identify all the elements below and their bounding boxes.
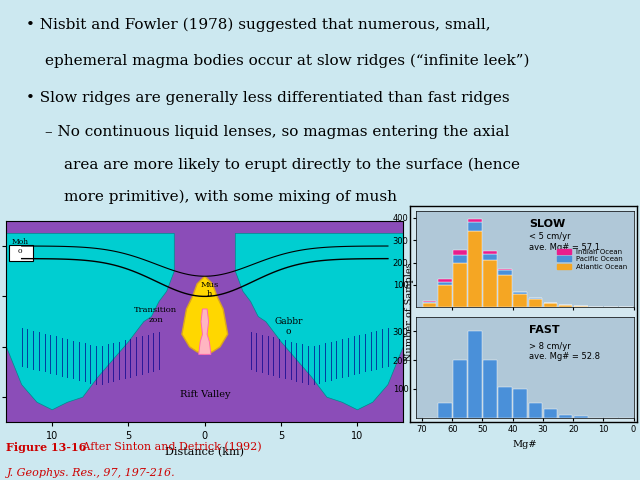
Text: FAST: FAST <box>529 325 560 335</box>
Text: Gabbr
o: Gabbr o <box>275 317 303 336</box>
Legend: Indian Ocean, Pacific Ocean, Atlantic Ocean: Indian Ocean, Pacific Ocean, Atlantic Oc… <box>554 246 630 272</box>
Bar <box>423 300 436 301</box>
Bar <box>468 219 482 222</box>
Bar <box>438 285 451 307</box>
Bar <box>438 279 451 282</box>
Text: • Nisbit and Fowler (1978) suggested that numerous, small,: • Nisbit and Fowler (1978) suggested tha… <box>26 17 490 32</box>
Bar <box>483 360 497 418</box>
Bar <box>468 222 482 231</box>
Polygon shape <box>182 276 228 354</box>
Bar <box>559 305 572 307</box>
Text: ephemeral magma bodies occur at slow ridges (“infinite leek”): ephemeral magma bodies occur at slow rid… <box>45 54 529 68</box>
Text: more primitive), with some mixing of mush: more primitive), with some mixing of mus… <box>64 190 397 204</box>
Text: Mus
h: Mus h <box>200 281 218 299</box>
Bar <box>453 360 467 418</box>
Bar <box>559 415 572 418</box>
Bar <box>453 255 467 263</box>
Bar <box>483 252 497 253</box>
X-axis label: Mg#: Mg# <box>513 440 537 449</box>
Text: area are more likely to erupt directly to the surface (hence: area are more likely to erupt directly t… <box>64 157 520 172</box>
Bar <box>468 231 482 307</box>
Text: After Sinton and Detrick (1992): After Sinton and Detrick (1992) <box>79 442 262 452</box>
Bar <box>513 294 527 307</box>
Text: SLOW: SLOW <box>529 219 565 229</box>
Bar <box>438 282 451 285</box>
Bar <box>529 298 542 300</box>
Text: Number of Samples: Number of Samples <box>405 263 414 361</box>
Bar <box>453 263 467 307</box>
Bar <box>529 403 542 418</box>
Text: Moh
o: Moh o <box>12 238 29 255</box>
Bar <box>468 331 482 418</box>
Bar <box>529 300 542 307</box>
Text: Figure 13-16: Figure 13-16 <box>6 442 87 453</box>
Bar <box>423 303 436 307</box>
Bar <box>423 301 436 303</box>
Polygon shape <box>6 221 403 422</box>
X-axis label: Distance (km): Distance (km) <box>165 447 244 457</box>
Text: J. Geophys. Res., 97, 197-216.: J. Geophys. Res., 97, 197-216. <box>6 468 175 478</box>
Polygon shape <box>198 309 211 354</box>
Bar <box>574 416 588 418</box>
Text: < 5 cm/yr
ave. Mg# = 57.1: < 5 cm/yr ave. Mg# = 57.1 <box>529 232 600 252</box>
Bar <box>438 403 451 418</box>
Bar <box>499 269 512 270</box>
Bar <box>513 389 527 418</box>
Bar <box>483 253 497 260</box>
Bar <box>499 275 512 307</box>
Polygon shape <box>6 233 174 410</box>
Text: Rift Valley: Rift Valley <box>180 390 230 399</box>
FancyBboxPatch shape <box>9 245 33 261</box>
Bar <box>513 291 527 294</box>
Bar <box>499 270 512 275</box>
Bar <box>544 409 557 418</box>
Bar <box>453 250 467 255</box>
Text: > 8 cm/yr
ave. Mg# = 52.8: > 8 cm/yr ave. Mg# = 52.8 <box>529 342 600 361</box>
Polygon shape <box>236 233 403 410</box>
Bar <box>499 387 512 418</box>
Text: Transition
zon: Transition zon <box>134 306 177 324</box>
Bar <box>574 306 588 307</box>
Text: – No continuous liquid lenses, so magmas entering the axial: – No continuous liquid lenses, so magmas… <box>45 125 509 139</box>
Text: • Slow ridges are generally less differentiated than fast ridges: • Slow ridges are generally less differe… <box>26 91 509 105</box>
Bar <box>544 303 557 307</box>
Bar <box>483 260 497 307</box>
